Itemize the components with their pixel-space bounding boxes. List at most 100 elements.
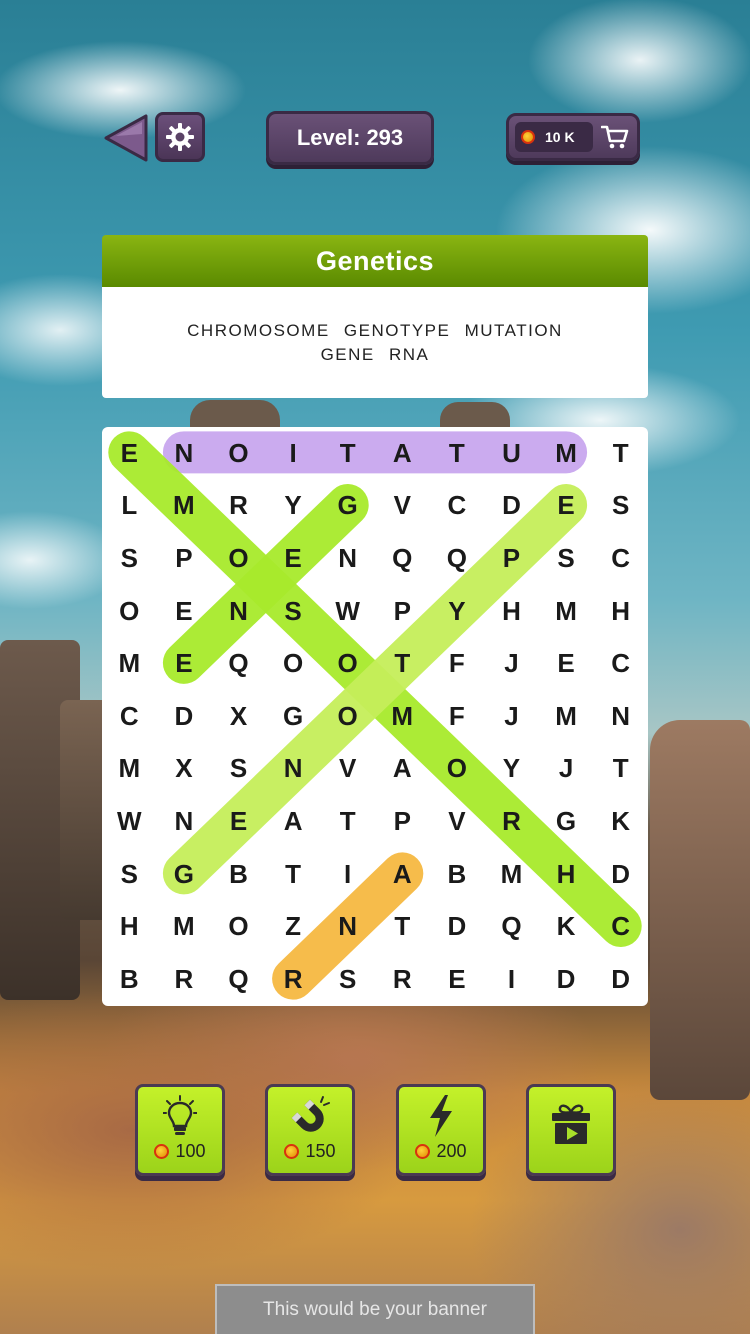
- grid-cell[interactable]: M: [118, 648, 141, 679]
- grid-cell[interactable]: T: [612, 437, 629, 468]
- grid-cell[interactable]: L: [121, 490, 138, 521]
- grid-cell[interactable]: C: [447, 490, 467, 521]
- grid-cell[interactable]: A: [392, 753, 412, 784]
- grid-cell[interactable]: O: [228, 911, 249, 942]
- grid-cell[interactable]: F: [448, 648, 465, 679]
- grid-cell[interactable]: N: [229, 595, 248, 626]
- grid-cell[interactable]: N: [338, 911, 358, 942]
- grid-cell[interactable]: J: [558, 753, 574, 784]
- grid-cell[interactable]: O: [337, 700, 358, 731]
- grid-cell[interactable]: V: [339, 753, 357, 784]
- grid-cell[interactable]: P: [393, 805, 411, 836]
- grid-cell[interactable]: P: [393, 595, 411, 626]
- grid-cell[interactable]: A: [392, 437, 412, 468]
- grid-cell[interactable]: S: [557, 542, 575, 573]
- grid-cell[interactable]: P: [502, 542, 521, 573]
- grid-cell[interactable]: T: [285, 858, 302, 889]
- grid-cell[interactable]: S: [284, 595, 302, 626]
- grid-cell[interactable]: E: [557, 490, 575, 521]
- grid-cell[interactable]: C: [611, 542, 631, 573]
- grid-cell[interactable]: M: [500, 858, 523, 889]
- grid-cell[interactable]: T: [448, 437, 465, 468]
- grid-cell[interactable]: H: [611, 595, 631, 626]
- grid-cell[interactable]: H: [556, 858, 576, 889]
- grid-cell[interactable]: J: [504, 700, 519, 731]
- grid-cell[interactable]: D: [447, 911, 467, 942]
- ad-banner[interactable]: This would be your banner: [215, 1284, 535, 1334]
- grid-cell[interactable]: T: [394, 911, 411, 942]
- grid-cell[interactable]: D: [611, 858, 631, 889]
- grid-cell[interactable]: D: [611, 963, 631, 994]
- grid-cell[interactable]: W: [335, 595, 360, 626]
- grid-cell[interactable]: M: [173, 911, 195, 942]
- grid-cell[interactable]: M: [555, 437, 577, 468]
- grid-cell[interactable]: V: [393, 490, 411, 521]
- grid-cell[interactable]: M: [173, 490, 195, 521]
- grid-cell[interactable]: D: [502, 490, 521, 521]
- grid-cell[interactable]: G: [337, 490, 358, 521]
- grid-cell[interactable]: M: [391, 700, 414, 731]
- grid-cell[interactable]: P: [175, 542, 193, 573]
- grid-cell[interactable]: R: [229, 490, 248, 521]
- grid-cell[interactable]: J: [504, 648, 519, 679]
- grid-cell[interactable]: D: [174, 700, 194, 731]
- grid-cell[interactable]: H: [119, 911, 139, 942]
- grid-cell[interactable]: O: [228, 437, 249, 468]
- grid-cell[interactable]: K: [556, 911, 576, 942]
- grid-cell[interactable]: Y: [502, 753, 521, 784]
- grid-cell[interactable]: E: [229, 805, 248, 836]
- grid-cell[interactable]: E: [557, 648, 575, 679]
- grid-cell[interactable]: N: [283, 753, 303, 784]
- grid-cell[interactable]: E: [120, 437, 138, 468]
- grid-cell[interactable]: Q: [228, 963, 249, 994]
- grid-cell[interactable]: H: [502, 595, 521, 626]
- grid-cell[interactable]: E: [448, 963, 466, 994]
- grid-cell[interactable]: Z: [285, 911, 302, 942]
- grid-cell[interactable]: B: [447, 858, 467, 889]
- grid-cell[interactable]: O: [282, 648, 304, 679]
- grid-cell[interactable]: O: [228, 542, 249, 573]
- grid-cell[interactable]: B: [119, 963, 139, 994]
- grid-cell[interactable]: G: [555, 805, 577, 836]
- grid-cell[interactable]: A: [283, 805, 303, 836]
- grid-cell[interactable]: C: [119, 700, 139, 731]
- grid-cell[interactable]: I: [344, 858, 352, 889]
- grid-cell[interactable]: S: [120, 858, 138, 889]
- grid-cell[interactable]: M: [555, 595, 577, 626]
- grid-cell[interactable]: T: [612, 753, 629, 784]
- grid-cell[interactable]: X: [229, 700, 248, 731]
- grid-cell[interactable]: S: [339, 963, 357, 994]
- grid-cell[interactable]: B: [229, 858, 248, 889]
- grid-cell[interactable]: E: [175, 648, 193, 679]
- grid-cell[interactable]: R: [392, 963, 412, 994]
- grid-cell[interactable]: I: [507, 963, 516, 994]
- lightning-powerup-button[interactable]: 200: [396, 1084, 486, 1176]
- grid-cell[interactable]: T: [394, 648, 411, 679]
- grid-cell[interactable]: C: [611, 911, 631, 942]
- grid-cell[interactable]: N: [174, 805, 194, 836]
- grid-cell[interactable]: W: [117, 805, 142, 836]
- grid-cell[interactable]: O: [446, 753, 467, 784]
- coin-store-button[interactable]: 10 K: [506, 113, 640, 161]
- grid-cell[interactable]: Y: [448, 595, 466, 626]
- back-button[interactable]: [104, 114, 148, 162]
- grid-cell[interactable]: F: [448, 700, 465, 731]
- grid-cell[interactable]: Q: [228, 648, 249, 679]
- grid-cell[interactable]: C: [611, 648, 631, 679]
- grid-cell[interactable]: R: [174, 963, 194, 994]
- grid-cell[interactable]: S: [120, 542, 138, 573]
- magnet-powerup-button[interactable]: 150: [265, 1084, 355, 1176]
- grid-cell[interactable]: A: [392, 858, 412, 889]
- grid-cell[interactable]: E: [284, 542, 302, 573]
- grid-cell[interactable]: G: [282, 700, 304, 731]
- settings-button[interactable]: [155, 112, 205, 162]
- grid-cell[interactable]: T: [339, 437, 356, 468]
- grid-cell[interactable]: Y: [284, 490, 302, 521]
- grid-cell[interactable]: Q: [446, 542, 467, 573]
- hint-powerup-button[interactable]: 100: [135, 1084, 225, 1176]
- grid-cell[interactable]: D: [556, 963, 576, 994]
- grid-cell[interactable]: N: [174, 437, 194, 468]
- free-video-reward-button[interactable]: [526, 1084, 616, 1176]
